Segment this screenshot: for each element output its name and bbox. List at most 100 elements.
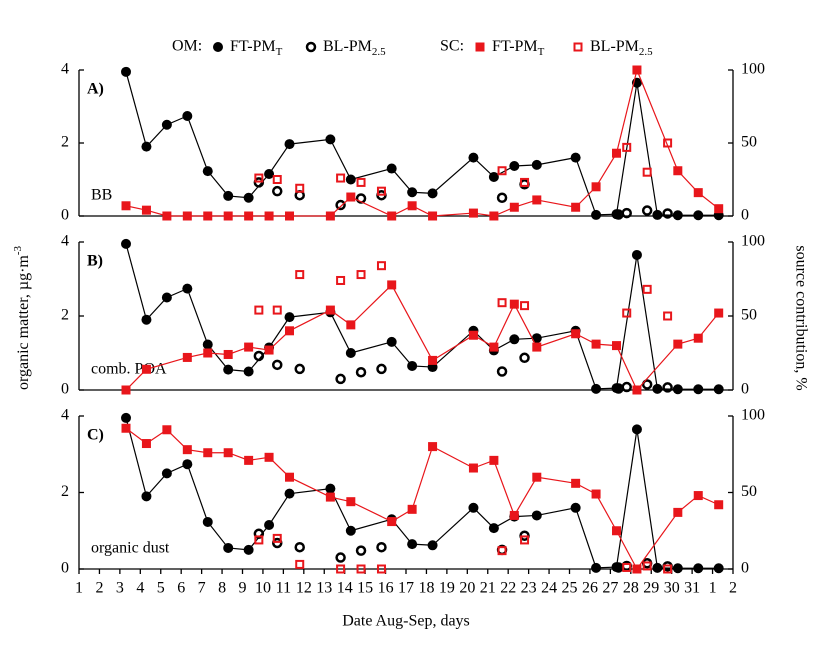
point xyxy=(182,445,192,455)
point xyxy=(121,66,132,77)
point xyxy=(520,177,530,187)
point xyxy=(264,452,274,462)
legend-group-label: OM: xyxy=(172,38,202,55)
y-axis-title-sup: -3 xyxy=(12,245,24,255)
point xyxy=(612,341,622,351)
point xyxy=(428,442,438,452)
point xyxy=(121,238,132,249)
x-tick-label: 26 xyxy=(582,580,598,597)
x-tick-label: 7 xyxy=(198,580,206,597)
point xyxy=(591,383,602,394)
legend-marker xyxy=(475,42,485,52)
series-line xyxy=(125,71,719,216)
legend-label: FT-PMT xyxy=(492,38,545,58)
point xyxy=(345,525,356,536)
point xyxy=(662,382,673,393)
point xyxy=(468,502,479,513)
panel-annotation: comb. POA xyxy=(91,361,167,378)
legend-label-text: BL-PM xyxy=(323,38,372,55)
y-axis-title: organic matter, µg·m-3 xyxy=(12,245,32,390)
point xyxy=(672,210,683,221)
x-tick-label: 6 xyxy=(177,580,185,597)
x-tick-label: 18 xyxy=(418,580,434,597)
point xyxy=(295,559,305,569)
point xyxy=(253,528,265,540)
point xyxy=(672,384,683,395)
x-tick-label: 1 xyxy=(75,580,83,597)
x-tick-label: 4 xyxy=(136,580,144,597)
point xyxy=(468,463,478,473)
legend-marker xyxy=(573,42,583,52)
point xyxy=(264,520,275,531)
legend-label-sub: 2.5 xyxy=(639,46,653,58)
point xyxy=(489,211,499,221)
point xyxy=(325,211,335,221)
point xyxy=(631,249,642,260)
point xyxy=(520,301,530,311)
point xyxy=(428,211,438,221)
point xyxy=(162,211,172,221)
point xyxy=(642,284,652,294)
point xyxy=(532,472,542,482)
point xyxy=(642,167,652,177)
legend-label-sub: T xyxy=(276,46,283,58)
point xyxy=(662,208,673,219)
point xyxy=(621,381,632,393)
y2-tick-label: 100 xyxy=(741,407,765,424)
point xyxy=(632,385,642,395)
x-tick-label: 29 xyxy=(643,580,659,597)
point xyxy=(244,342,254,352)
y2-tick-label: 50 xyxy=(741,483,757,500)
point xyxy=(642,561,652,571)
point xyxy=(622,142,632,152)
x-tick-label: 30 xyxy=(664,580,680,597)
point xyxy=(284,312,295,323)
point xyxy=(141,491,152,502)
legend-group-label: SC: xyxy=(440,38,464,55)
x-tick-label: 3 xyxy=(116,580,124,597)
point xyxy=(428,355,438,365)
point xyxy=(427,188,438,199)
legend-label-sub: T xyxy=(538,46,545,58)
point xyxy=(355,193,367,204)
point xyxy=(243,366,254,377)
point xyxy=(271,537,283,549)
point xyxy=(652,383,663,394)
series-line xyxy=(125,417,719,569)
point xyxy=(346,320,356,330)
point xyxy=(387,211,397,221)
point xyxy=(376,186,386,196)
point xyxy=(468,152,479,163)
y2-tick-label: 100 xyxy=(741,61,765,78)
point xyxy=(223,190,234,201)
x-tick-label: 14 xyxy=(337,580,353,597)
point xyxy=(571,478,581,488)
point xyxy=(284,139,295,150)
point xyxy=(355,545,367,556)
y-tick-label: 2 xyxy=(61,134,69,151)
point xyxy=(531,510,542,521)
point xyxy=(591,562,602,573)
point xyxy=(376,363,387,375)
point xyxy=(203,211,213,221)
x-tick-label: 28 xyxy=(623,580,639,597)
point xyxy=(223,349,233,359)
point xyxy=(346,497,356,507)
point xyxy=(335,199,346,211)
point xyxy=(591,339,601,349)
point xyxy=(612,526,622,536)
point xyxy=(407,504,417,514)
y-tick-label: 2 xyxy=(61,307,69,324)
point xyxy=(632,564,642,574)
point xyxy=(496,192,508,203)
point xyxy=(509,160,520,171)
point xyxy=(468,330,478,340)
point xyxy=(509,334,520,345)
panel-label: A) xyxy=(87,81,104,98)
y-tick-label: 4 xyxy=(61,233,69,250)
point xyxy=(407,201,417,211)
point xyxy=(182,283,193,294)
legend-label-sub: 2.5 xyxy=(372,46,386,58)
